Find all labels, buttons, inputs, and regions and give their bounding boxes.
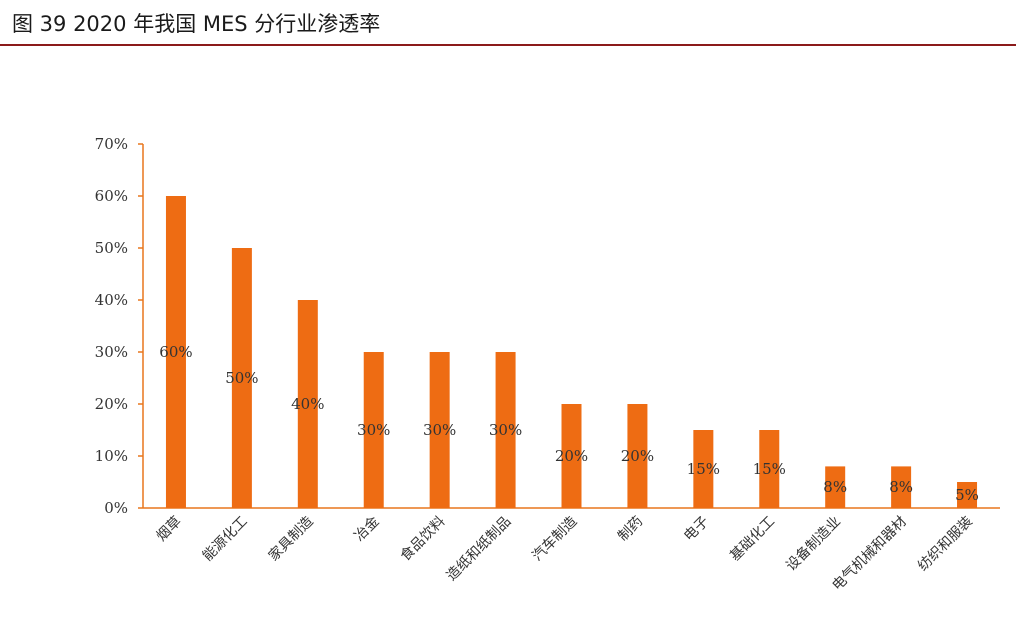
data-label: 15%	[753, 460, 786, 478]
bar-11	[825, 466, 846, 508]
x-category-label: 电子	[681, 514, 712, 545]
y-tick-label: 0%	[104, 499, 128, 517]
y-tick-label: 20%	[95, 395, 128, 413]
x-category-label: 烟草	[154, 514, 185, 545]
data-label: 30%	[489, 421, 522, 439]
x-category-label: 家具制造	[265, 513, 317, 565]
y-tick-label: 60%	[95, 187, 128, 205]
bar-12	[891, 466, 912, 508]
x-category-label: 基础化工	[726, 513, 778, 565]
bar-2	[231, 248, 252, 508]
data-label: 5%	[955, 486, 979, 504]
y-tick-label: 30%	[95, 343, 128, 361]
bar-5	[429, 352, 450, 508]
y-tick-label: 50%	[95, 239, 128, 257]
data-label: 40%	[291, 395, 324, 413]
title-rule	[0, 44, 1016, 46]
data-labels: 60% 50% 40% 30% 30% 30% 20% 20% 15% 15% 8% 8% 5%	[159, 343, 979, 504]
y-axis: 0% 10% 20% 30% 40% 50% 60% 70%	[95, 135, 144, 517]
x-category-label: 纺织和服装	[915, 514, 976, 575]
x-category-label: 造纸和纸制品	[444, 514, 515, 585]
data-label: 60%	[159, 343, 192, 361]
bar-7	[561, 404, 582, 508]
data-label: 30%	[423, 421, 456, 439]
figure-header: 图 39 2020 年我国 MES 分行业渗透率	[0, 0, 1016, 46]
bar-8	[627, 404, 648, 508]
bar-10	[759, 430, 780, 508]
y-tick-label: 10%	[95, 447, 128, 465]
y-tick-label: 40%	[95, 291, 128, 309]
data-label: 8%	[823, 478, 847, 496]
data-label: 30%	[357, 421, 390, 439]
bar-9	[693, 430, 714, 508]
bar-4	[363, 352, 384, 508]
x-category-label: 能源化工	[200, 514, 251, 565]
x-category-label: 冶金	[351, 514, 382, 545]
x-category-label: 设备制造业	[783, 513, 845, 575]
bar-6	[495, 352, 516, 508]
x-category-label: 汽车制造	[529, 513, 581, 565]
y-tick-label: 70%	[95, 135, 128, 153]
data-label: 20%	[555, 447, 588, 465]
bars	[165, 196, 978, 508]
data-label: 15%	[687, 460, 720, 478]
data-label: 8%	[889, 478, 913, 496]
data-label: 50%	[225, 369, 258, 387]
x-category-label: 制药	[615, 514, 646, 545]
bar-3	[297, 300, 318, 508]
bar-1	[165, 196, 186, 508]
figure-title: 图 39 2020 年我国 MES 分行业渗透率	[12, 12, 381, 36]
bar-13	[957, 482, 978, 508]
data-label: 20%	[621, 447, 654, 465]
x-category-label: 食品饮料	[397, 513, 449, 565]
